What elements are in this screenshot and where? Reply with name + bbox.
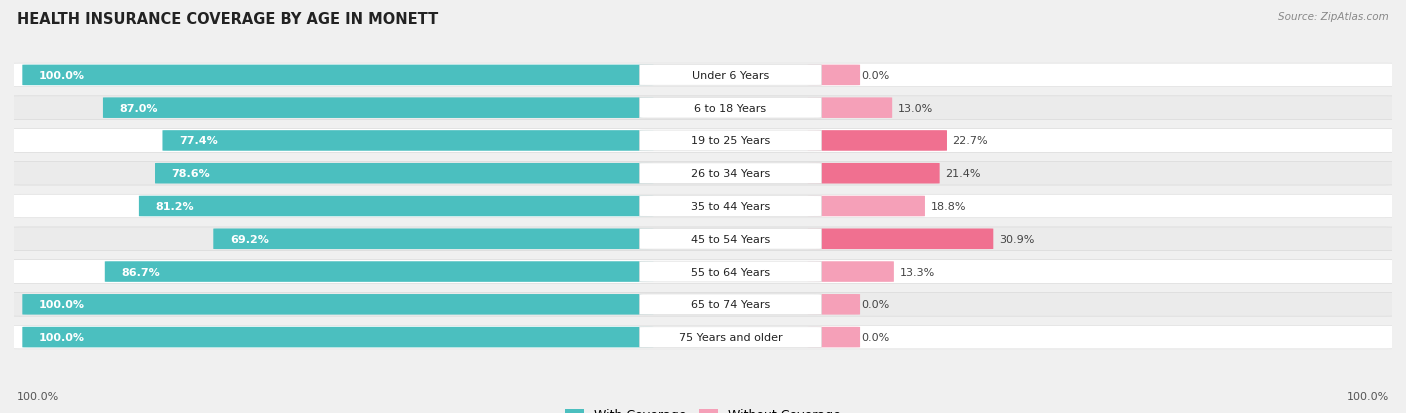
- Text: 45 to 54 Years: 45 to 54 Years: [690, 234, 770, 244]
- FancyBboxPatch shape: [807, 327, 860, 348]
- FancyBboxPatch shape: [807, 131, 948, 152]
- Text: 75 Years and older: 75 Years and older: [679, 332, 782, 342]
- Text: 87.0%: 87.0%: [120, 103, 157, 114]
- Text: 21.4%: 21.4%: [945, 169, 980, 179]
- Text: 30.9%: 30.9%: [998, 234, 1035, 244]
- FancyBboxPatch shape: [163, 131, 654, 152]
- Text: 100.0%: 100.0%: [39, 299, 84, 310]
- Text: Source: ZipAtlas.com: Source: ZipAtlas.com: [1278, 12, 1389, 22]
- Text: 13.0%: 13.0%: [897, 103, 934, 114]
- FancyBboxPatch shape: [22, 65, 654, 86]
- FancyBboxPatch shape: [103, 98, 654, 119]
- Text: 0.0%: 0.0%: [862, 299, 890, 310]
- FancyBboxPatch shape: [807, 261, 894, 282]
- FancyBboxPatch shape: [7, 162, 1399, 185]
- Text: 78.6%: 78.6%: [172, 169, 211, 179]
- Text: 86.7%: 86.7%: [121, 267, 160, 277]
- FancyBboxPatch shape: [7, 325, 1399, 349]
- FancyBboxPatch shape: [807, 65, 860, 86]
- Text: 69.2%: 69.2%: [229, 234, 269, 244]
- FancyBboxPatch shape: [7, 260, 1399, 284]
- Legend: With Coverage, Without Coverage: With Coverage, Without Coverage: [561, 404, 845, 413]
- FancyBboxPatch shape: [105, 261, 654, 282]
- FancyBboxPatch shape: [807, 196, 925, 217]
- Text: 0.0%: 0.0%: [862, 71, 890, 81]
- Text: 100.0%: 100.0%: [1347, 391, 1389, 401]
- FancyBboxPatch shape: [640, 164, 821, 184]
- Text: Under 6 Years: Under 6 Years: [692, 71, 769, 81]
- Text: 19 to 25 Years: 19 to 25 Years: [690, 136, 770, 146]
- FancyBboxPatch shape: [7, 228, 1399, 251]
- FancyBboxPatch shape: [22, 294, 654, 315]
- FancyBboxPatch shape: [640, 98, 821, 119]
- FancyBboxPatch shape: [640, 65, 821, 86]
- FancyBboxPatch shape: [640, 196, 821, 217]
- Text: 13.3%: 13.3%: [900, 267, 935, 277]
- Text: HEALTH INSURANCE COVERAGE BY AGE IN MONETT: HEALTH INSURANCE COVERAGE BY AGE IN MONE…: [17, 12, 439, 27]
- FancyBboxPatch shape: [640, 261, 821, 282]
- Text: 81.2%: 81.2%: [156, 202, 194, 211]
- Text: 77.4%: 77.4%: [179, 136, 218, 146]
- Text: 65 to 74 Years: 65 to 74 Years: [690, 299, 770, 310]
- Text: 18.8%: 18.8%: [931, 202, 966, 211]
- FancyBboxPatch shape: [214, 229, 654, 249]
- Text: 100.0%: 100.0%: [17, 391, 59, 401]
- Text: 55 to 64 Years: 55 to 64 Years: [690, 267, 770, 277]
- FancyBboxPatch shape: [640, 327, 821, 348]
- FancyBboxPatch shape: [640, 131, 821, 152]
- Text: 100.0%: 100.0%: [39, 71, 84, 81]
- Text: 35 to 44 Years: 35 to 44 Years: [690, 202, 770, 211]
- FancyBboxPatch shape: [155, 164, 654, 184]
- Text: 22.7%: 22.7%: [952, 136, 988, 146]
- Text: 0.0%: 0.0%: [862, 332, 890, 342]
- FancyBboxPatch shape: [807, 229, 993, 249]
- Text: 100.0%: 100.0%: [39, 332, 84, 342]
- FancyBboxPatch shape: [7, 293, 1399, 316]
- FancyBboxPatch shape: [640, 294, 821, 315]
- FancyBboxPatch shape: [807, 98, 893, 119]
- FancyBboxPatch shape: [7, 129, 1399, 153]
- FancyBboxPatch shape: [7, 97, 1399, 120]
- Text: 6 to 18 Years: 6 to 18 Years: [695, 103, 766, 114]
- FancyBboxPatch shape: [807, 164, 939, 184]
- FancyBboxPatch shape: [7, 64, 1399, 88]
- FancyBboxPatch shape: [7, 195, 1399, 218]
- FancyBboxPatch shape: [640, 229, 821, 249]
- FancyBboxPatch shape: [22, 327, 654, 348]
- FancyBboxPatch shape: [807, 294, 860, 315]
- FancyBboxPatch shape: [139, 196, 654, 217]
- Text: 26 to 34 Years: 26 to 34 Years: [690, 169, 770, 179]
